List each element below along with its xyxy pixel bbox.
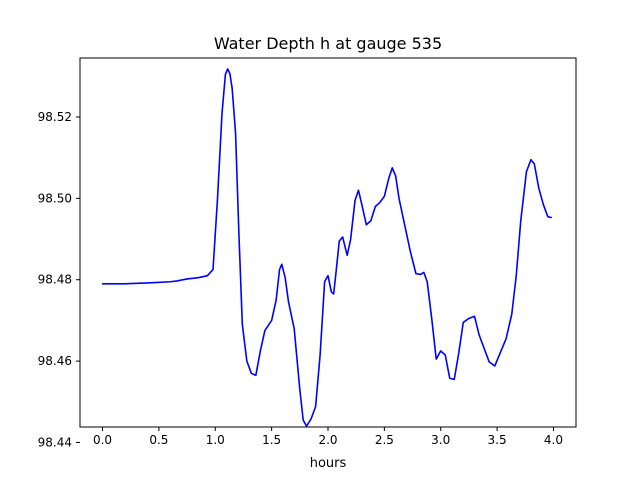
chart-title: Water Depth h at gauge 535 bbox=[214, 34, 442, 53]
x-tick-label: 3.5 bbox=[488, 433, 507, 447]
x-tick-label: 2.0 bbox=[318, 433, 337, 447]
y-tick-label: 98.46 bbox=[38, 354, 72, 368]
series-line-0 bbox=[101, 68, 552, 427]
x-tick-label: 0.0 bbox=[93, 433, 112, 447]
x-tick-label: 1.5 bbox=[262, 433, 281, 447]
y-tick-label: 98.48 bbox=[38, 273, 72, 287]
x-tick-label: 2.5 bbox=[375, 433, 394, 447]
x-tick-label: 4.0 bbox=[544, 433, 563, 447]
x-axis-label: hours bbox=[310, 456, 347, 471]
x-tick-label: 1.0 bbox=[206, 433, 225, 447]
x-tick-label: 0.5 bbox=[149, 433, 168, 447]
y-tick-label: 98.52 bbox=[38, 110, 72, 124]
y-tick-label: 98.50 bbox=[38, 191, 72, 205]
y-tick-label: 98.44 bbox=[38, 435, 72, 449]
x-tick-label: 3.0 bbox=[431, 433, 450, 447]
